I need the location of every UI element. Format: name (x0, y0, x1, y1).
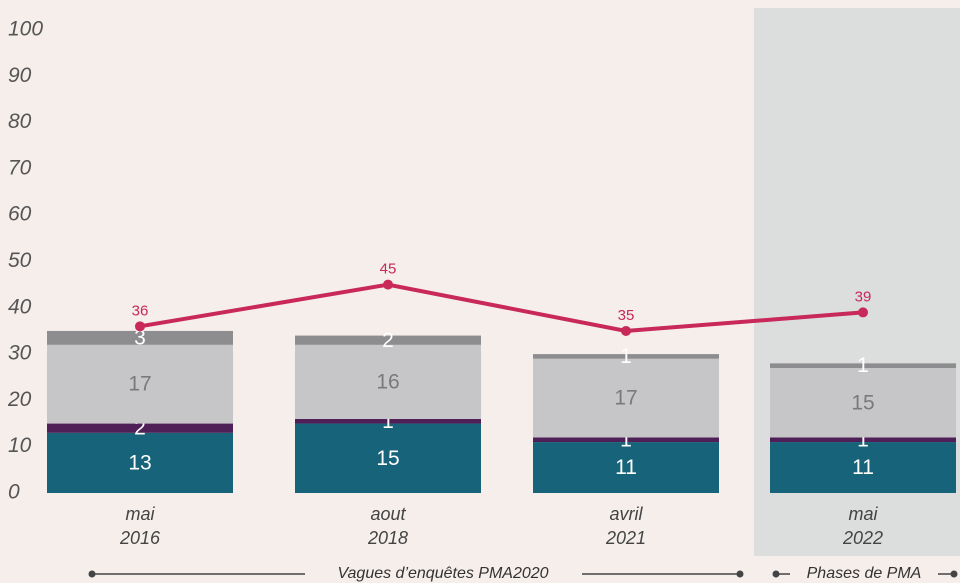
bar-segment (770, 363, 956, 368)
y-tick-label: 10 (8, 434, 32, 457)
y-tick-label: 80 (8, 110, 32, 133)
bar-segment (295, 335, 481, 345)
bar-segment (295, 418, 481, 424)
x-tick-label: aout 2018 (367, 504, 408, 548)
y-tick-label: 20 (7, 388, 32, 411)
data-label: 11 (615, 456, 637, 479)
y-tick-label: 0 (8, 481, 20, 504)
bar-segment (47, 330, 233, 345)
data-label: 17 (128, 373, 151, 396)
y-tick-label: 30 (8, 342, 32, 365)
bar-segment (47, 423, 233, 433)
line-point (135, 321, 145, 332)
bar-segment (47, 344, 233, 424)
bar-segment (295, 344, 481, 419)
y-tick-label: 50 (8, 249, 32, 272)
line-point (621, 325, 631, 336)
data-label: 1 (382, 410, 394, 433)
data-label: 15 (851, 391, 874, 414)
data-label: 17 (614, 387, 637, 410)
annotation: Phases de PMA (807, 565, 922, 582)
x-tick-label: mai 2016 (119, 504, 161, 548)
y-tick-label: 40 (8, 295, 32, 318)
bar-segment (533, 354, 719, 359)
annotation-wave: Vagues d’enquêtes PMA2020 (88, 565, 744, 582)
data-label: 45 (380, 261, 397, 278)
bar-segment (770, 367, 956, 438)
data-label: 36 (132, 302, 149, 319)
x-tick-label: avril 2021 (605, 504, 646, 548)
annotation: Vagues d’enquêtes PMA2020 (337, 565, 548, 582)
data-label: 15 (376, 447, 399, 470)
data-label: 1 (620, 345, 632, 368)
data-label: 39 (855, 288, 872, 305)
data-label: 2 (382, 329, 394, 352)
data-label: 1 (620, 428, 632, 451)
bar-segment (533, 442, 719, 493)
y-tick-label: 90 (8, 64, 32, 87)
data-label: 35 (618, 307, 635, 324)
data-label: 1 (857, 428, 869, 451)
y-tick-label: 100 (8, 18, 43, 41)
data-label: 3 (134, 326, 146, 349)
annotation-phase: Phases de PMA (772, 565, 958, 582)
data-label: 16 (376, 370, 399, 393)
bar-segment (533, 437, 719, 443)
y-tick-label: 60 (8, 203, 32, 226)
bar-segment (47, 432, 233, 493)
data-label: 11 (852, 456, 874, 479)
x-tick-label: mai 2022 (842, 504, 883, 548)
bar-segment (533, 358, 719, 438)
bar-segment (770, 437, 956, 443)
y-tick-label: 70 (8, 156, 32, 179)
line (139, 282, 864, 333)
bar-segment (770, 442, 956, 493)
line-point (383, 279, 393, 290)
line-point (858, 307, 868, 318)
data-label: 13 (128, 451, 151, 474)
data-label: 2 (134, 417, 146, 440)
bar-segment (295, 423, 481, 493)
data-label: 1 (857, 354, 869, 377)
